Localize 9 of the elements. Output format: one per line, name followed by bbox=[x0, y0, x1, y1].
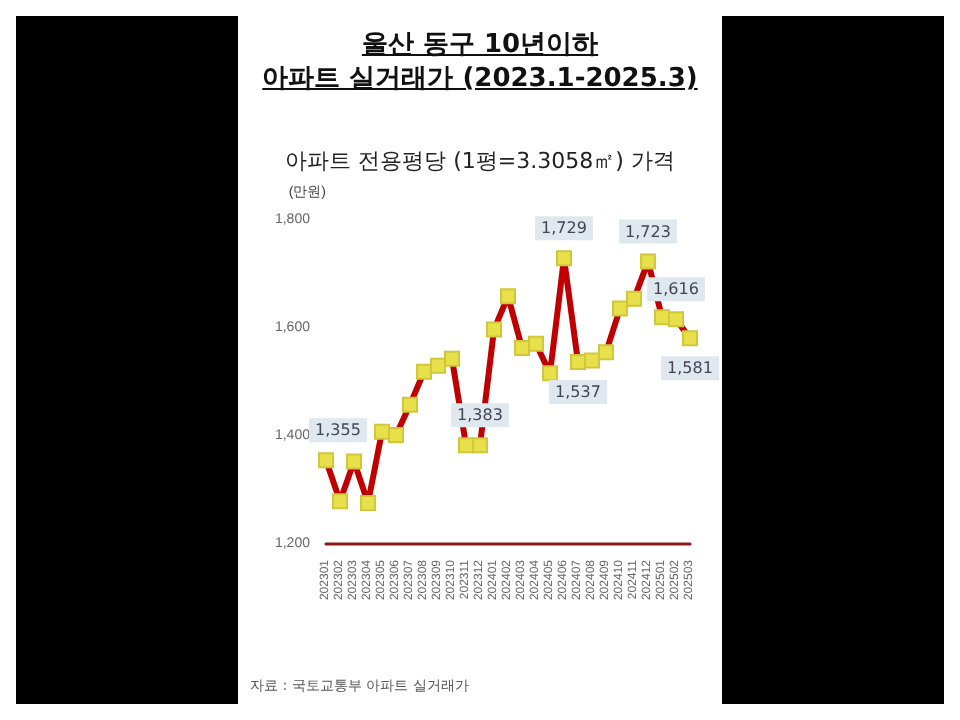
data-label: 1,383 bbox=[457, 406, 503, 425]
chart-title: 울산 동구 10년이하 아파트 실거래가 (2023.1-2025.3) bbox=[262, 30, 698, 94]
data-label: 1,355 bbox=[315, 421, 361, 440]
data-label: 1,581 bbox=[667, 359, 713, 378]
data-label: 1,723 bbox=[625, 222, 671, 241]
data-label: 1,616 bbox=[653, 280, 699, 299]
chart-subtitle: 아파트 전용평당 (1평=3.3058㎡) 가격 bbox=[285, 148, 675, 174]
data-label: 1,729 bbox=[541, 219, 587, 238]
data-label: 1,537 bbox=[555, 383, 601, 402]
